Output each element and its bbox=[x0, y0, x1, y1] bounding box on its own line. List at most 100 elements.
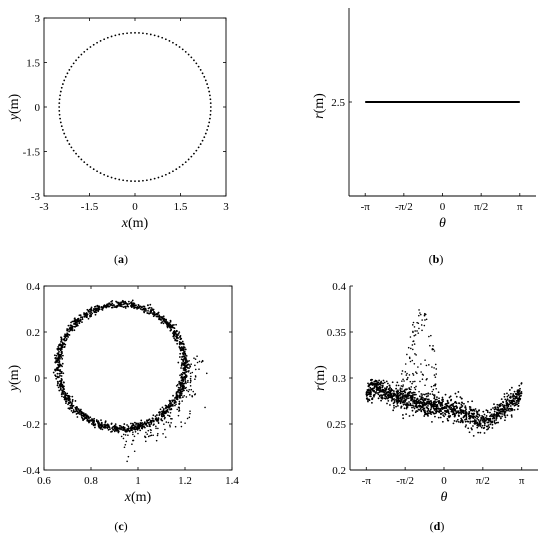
data-point bbox=[66, 332, 69, 335]
data-point bbox=[59, 94, 61, 97]
data-point bbox=[397, 404, 399, 407]
data-point bbox=[93, 311, 96, 313]
data-point bbox=[153, 311, 156, 314]
data-point bbox=[388, 384, 391, 387]
data-point bbox=[60, 86, 63, 89]
data-point bbox=[453, 419, 456, 422]
data-point bbox=[113, 430, 116, 433]
data-point bbox=[417, 366, 419, 368]
data-point bbox=[408, 394, 410, 396]
data-point bbox=[468, 415, 471, 418]
data-point bbox=[178, 166, 181, 168]
data-point bbox=[162, 411, 165, 414]
data-point bbox=[106, 423, 109, 426]
data-point bbox=[171, 326, 173, 329]
data-point bbox=[388, 387, 391, 390]
data-point bbox=[426, 378, 428, 380]
data-point bbox=[172, 330, 175, 333]
data-point bbox=[153, 34, 156, 37]
data-point bbox=[57, 382, 59, 385]
data-point bbox=[433, 394, 436, 396]
data-point bbox=[478, 422, 481, 425]
data-point bbox=[175, 329, 178, 332]
data-point bbox=[464, 405, 467, 408]
data-point bbox=[174, 338, 177, 341]
data-point bbox=[472, 434, 475, 437]
data-point bbox=[178, 46, 181, 48]
data-point bbox=[55, 359, 58, 362]
data-point bbox=[187, 53, 190, 56]
data-point bbox=[494, 408, 497, 410]
data-point bbox=[177, 386, 180, 389]
data-point bbox=[77, 318, 80, 321]
data-point bbox=[455, 405, 458, 407]
data-point bbox=[165, 318, 167, 321]
data-point bbox=[174, 401, 177, 404]
data-point bbox=[434, 363, 437, 366]
data-point bbox=[175, 43, 178, 46]
data-point bbox=[372, 389, 375, 392]
data-point bbox=[411, 406, 413, 409]
data-point bbox=[118, 428, 121, 430]
data-point bbox=[405, 407, 408, 410]
data-point bbox=[496, 403, 499, 406]
data-point bbox=[58, 380, 61, 383]
data-point bbox=[134, 180, 136, 183]
data-point bbox=[403, 390, 406, 393]
data-point bbox=[379, 383, 382, 386]
data-point bbox=[381, 390, 384, 392]
data-point bbox=[424, 359, 426, 361]
data-point bbox=[131, 424, 134, 427]
data-point bbox=[413, 326, 416, 328]
data-point bbox=[103, 426, 105, 429]
data-point bbox=[378, 386, 381, 388]
data-point bbox=[201, 360, 204, 363]
data-point bbox=[498, 415, 501, 418]
data-point bbox=[412, 340, 415, 342]
data-point bbox=[412, 374, 415, 376]
data-point bbox=[64, 391, 67, 394]
data-point bbox=[418, 390, 420, 393]
data-point bbox=[399, 396, 402, 399]
data-point bbox=[182, 347, 184, 350]
data-point bbox=[461, 402, 464, 404]
data-point bbox=[145, 32, 148, 35]
data-point bbox=[467, 413, 470, 416]
data-point bbox=[60, 345, 63, 348]
data-point bbox=[120, 435, 123, 438]
data-point bbox=[61, 129, 64, 131]
y-axis-unit: (m) bbox=[7, 93, 22, 114]
data-point bbox=[406, 353, 408, 356]
data-point bbox=[421, 396, 424, 399]
data-point bbox=[67, 407, 70, 410]
data-point bbox=[435, 410, 438, 413]
data-point bbox=[437, 391, 440, 394]
data-point bbox=[166, 326, 169, 329]
data-point bbox=[84, 416, 87, 419]
data-point bbox=[149, 431, 152, 434]
data-point bbox=[84, 414, 87, 416]
data-point bbox=[493, 410, 496, 413]
data-point bbox=[168, 40, 171, 42]
data-point bbox=[106, 427, 109, 429]
data-point bbox=[147, 429, 150, 432]
data-point bbox=[181, 352, 184, 355]
data-point bbox=[469, 420, 472, 423]
data-point bbox=[65, 402, 67, 405]
data-point bbox=[130, 429, 133, 431]
y-tick-label: 1.5 bbox=[26, 58, 40, 70]
data-point bbox=[95, 420, 98, 423]
data-point bbox=[176, 398, 179, 401]
data-point bbox=[105, 424, 108, 427]
data-point bbox=[161, 415, 164, 418]
data-point bbox=[456, 418, 459, 421]
data-point bbox=[436, 396, 438, 398]
data-point bbox=[419, 398, 422, 401]
data-point bbox=[491, 413, 493, 416]
data-point bbox=[166, 406, 169, 408]
y-tick-label: 0.35 bbox=[327, 327, 347, 339]
data-point bbox=[401, 388, 403, 390]
data-point bbox=[87, 317, 90, 320]
data-point bbox=[58, 102, 61, 105]
data-point bbox=[476, 417, 479, 420]
